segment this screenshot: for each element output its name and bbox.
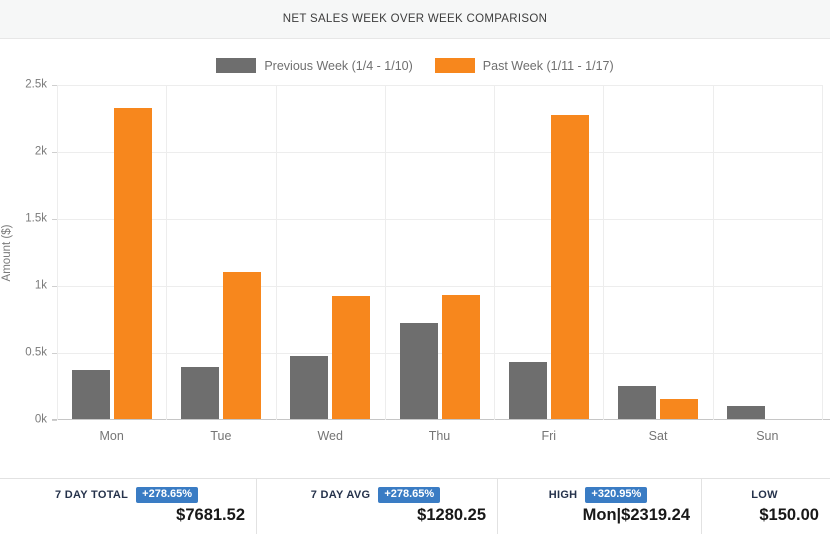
v-gridline xyxy=(275,85,277,420)
previous-week-swatch xyxy=(216,58,257,73)
bar-previous-tue xyxy=(180,366,219,419)
bar-past-mon xyxy=(113,108,152,419)
bar-past-tue xyxy=(222,271,261,419)
x-tick-label-mon: Mon xyxy=(99,429,124,443)
y-tick-label: 2k xyxy=(34,145,47,158)
v-gridline xyxy=(494,85,496,420)
stat-label-high: HIGH xyxy=(548,489,578,501)
bar-past-sat xyxy=(660,398,699,419)
stats-row: 7 DAY TOTAL +278.65% $7681.52 7 DAY AVG +2… xyxy=(0,478,830,534)
stat-badge-high: +320.95% xyxy=(585,487,648,503)
h-gridline xyxy=(57,353,822,354)
chart-legend: Previous Week (1/4 - 1/10) Past Week (1/… xyxy=(0,58,830,73)
h-gridline xyxy=(57,286,822,287)
bar-previous-sat xyxy=(618,386,657,419)
y-tick-mark xyxy=(52,353,57,354)
x-tick-label-sat: Sat xyxy=(648,429,668,443)
v-gridline xyxy=(822,85,823,420)
v-gridline xyxy=(603,85,605,420)
bar-past-thu xyxy=(441,295,480,419)
bar-past-wed xyxy=(332,296,371,419)
stat-label-7-day-total: 7 DAY TOTAL xyxy=(54,489,129,501)
bar-previous-fri xyxy=(508,362,547,419)
stat-7-day-avg: 7 DAY AVG +278.65% $1280.25 xyxy=(257,479,498,534)
legend-label-previous-week: Previous Week (1/4 - 1/10) xyxy=(264,58,413,73)
x-tick-label-thu: Thu xyxy=(428,429,451,443)
stat-label-7-day-avg: 7 DAY AVG xyxy=(310,489,371,501)
stat-value-7-day-avg: $1280.25 xyxy=(417,506,486,524)
page-title: NET SALES WEEK OVER WEEK COMPARISON xyxy=(282,13,548,25)
stat-badge-7-day-total: +278.65% xyxy=(136,487,199,503)
x-tick-label-tue: Tue xyxy=(210,429,232,443)
y-tick-label: 2.5k xyxy=(25,78,47,91)
bar-previous-sun xyxy=(727,405,766,419)
bar-past-fri xyxy=(550,114,589,419)
stat-7-day-total: 7 DAY TOTAL +278.65% $7681.52 xyxy=(0,479,257,534)
x-tick-label-fri: Fri xyxy=(541,429,557,443)
legend-label-past-week: Past Week (1/11 - 1/17) xyxy=(482,58,614,73)
h-gridline xyxy=(57,219,822,220)
y-tick-mark xyxy=(52,219,57,220)
x-tick-label-wed: Wed xyxy=(317,429,343,443)
h-gridline xyxy=(57,85,822,86)
stat-value-low: $150.00 xyxy=(759,506,819,524)
widget-header: NET SALES WEEK OVER WEEK COMPARISON xyxy=(0,0,830,39)
x-tick-label-sun: Sun xyxy=(756,429,779,443)
v-gridline xyxy=(57,85,58,420)
stat-high: HIGH +320.95% Mon|$2319.24 xyxy=(498,479,702,534)
stat-badge-7-day-avg: +278.65% xyxy=(378,487,441,503)
stat-value-high: Mon|$2319.24 xyxy=(582,506,690,524)
legend-item-past-week[interactable]: Past Week (1/11 - 1/17) xyxy=(434,58,614,73)
bar-previous-wed xyxy=(290,356,329,419)
y-tick-mark xyxy=(52,85,57,86)
x-axis-line xyxy=(52,419,830,420)
h-gridline xyxy=(57,152,822,153)
bar-previous-thu xyxy=(399,323,438,419)
y-tick-mark xyxy=(52,152,57,153)
y-tick-label: 1k xyxy=(34,279,47,292)
stat-value-7-day-total: $7681.52 xyxy=(176,506,245,524)
past-week-swatch xyxy=(434,58,475,73)
y-axis-title: Amount ($) xyxy=(1,224,13,281)
stat-label-low: LOW xyxy=(751,489,778,501)
v-gridline xyxy=(166,85,168,420)
plot-area: Amount ($) 0k 0.5k 1k 1.5k 2k 2.5k Mon Tue Wed Th… xyxy=(1,79,830,443)
y-tick-label: 1.5k xyxy=(25,212,47,225)
bar-previous-mon xyxy=(71,370,110,419)
v-gridline xyxy=(384,85,386,420)
y-tick-label: 0k xyxy=(34,413,47,426)
y-tick-label: 0.5k xyxy=(25,346,47,359)
y-tick-mark xyxy=(52,420,57,421)
y-tick-mark xyxy=(52,286,57,287)
v-gridline xyxy=(712,85,714,420)
legend-item-previous-week[interactable]: Previous Week (1/4 - 1/10) xyxy=(216,58,413,73)
stat-low: LOW $150.00 xyxy=(702,479,830,534)
